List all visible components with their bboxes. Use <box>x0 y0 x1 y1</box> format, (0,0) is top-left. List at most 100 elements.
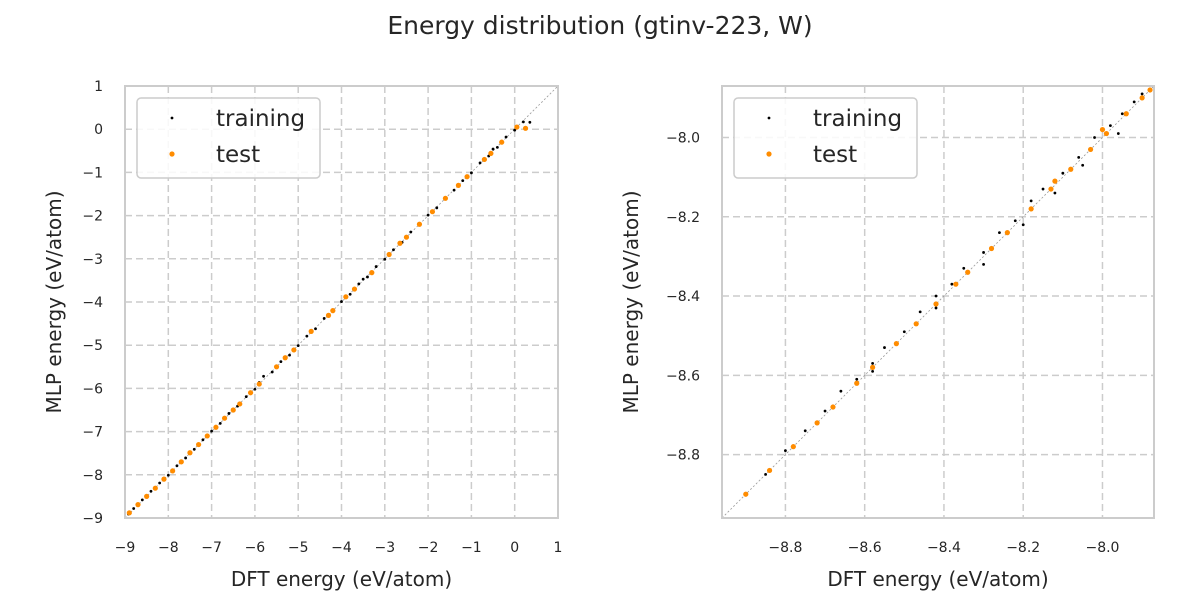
training-point <box>998 231 1001 235</box>
test-point <box>870 364 876 370</box>
training-point <box>149 489 153 493</box>
test-point <box>386 251 392 258</box>
test-point <box>196 441 202 448</box>
training-point <box>374 265 378 268</box>
test-point <box>814 420 820 426</box>
test-point <box>913 321 919 327</box>
x-tick-label: −8.6 <box>848 540 882 556</box>
x-tick-label: −8.0 <box>1085 540 1119 556</box>
training-point <box>340 300 343 303</box>
test-point <box>766 467 773 474</box>
y-tick-label: −9 <box>82 511 103 527</box>
training-point <box>1013 219 1017 223</box>
training-point <box>296 344 300 348</box>
test-point <box>830 404 836 410</box>
test-point <box>369 270 375 276</box>
test-point <box>1068 166 1074 172</box>
training-point <box>140 498 144 502</box>
y-tick-label: −4 <box>82 295 103 311</box>
training-point <box>426 213 430 217</box>
test-point <box>291 347 297 353</box>
test-point <box>178 459 184 465</box>
training-point <box>192 447 196 451</box>
training-point <box>871 369 875 373</box>
training-point <box>521 120 525 124</box>
x-tick-label: −5 <box>288 540 309 556</box>
test-point <box>1147 87 1153 93</box>
training-point <box>322 317 326 320</box>
x-tick-label: −8 <box>158 540 179 556</box>
test-point <box>429 209 436 215</box>
training-point <box>452 188 456 192</box>
training-point <box>950 282 954 286</box>
training-point <box>210 429 214 433</box>
y-tick-label: 0 <box>94 122 103 138</box>
test-point <box>455 182 462 188</box>
series-test <box>126 124 529 516</box>
test-point <box>144 493 150 499</box>
training-point <box>1061 171 1065 175</box>
test-point <box>237 401 243 407</box>
panel-zoom-range: −8.8 −8.6 −8.4 −8.2 −8.0 −8.8 −8.6 −8.4 −8.2 −8.0… <box>619 85 1155 591</box>
y-tick-label: −5 <box>82 338 103 354</box>
y-tick-label: −8 <box>82 468 103 484</box>
test-point <box>152 485 158 491</box>
test-point <box>743 491 749 497</box>
legend-label-test: test <box>813 142 857 168</box>
test-point <box>282 355 288 361</box>
test-point <box>442 195 449 201</box>
test-point <box>1052 178 1058 184</box>
training-point <box>491 147 495 151</box>
series-test <box>743 87 1153 497</box>
x-tick-label: −3 <box>374 540 395 556</box>
training-point <box>201 438 205 442</box>
training-point <box>244 395 248 399</box>
test-point <box>161 476 167 482</box>
legend-label-training: training <box>216 106 305 132</box>
y-tick-label: −8.6 <box>666 368 700 384</box>
training-point <box>764 473 767 476</box>
y-tick-label: −6 <box>82 381 103 397</box>
training-point <box>1120 112 1124 116</box>
training-point <box>348 292 352 296</box>
training-point <box>504 135 508 139</box>
figure-title: Energy distribution (gtinv-223, W) <box>387 11 812 40</box>
legend-box <box>136 97 321 179</box>
test-point <box>204 433 210 439</box>
training-point <box>262 374 265 378</box>
test-point <box>1087 146 1094 153</box>
test-point <box>893 341 899 347</box>
training-point <box>962 266 966 270</box>
training-point <box>383 257 387 261</box>
legend-marker-test <box>169 151 175 157</box>
training-point <box>175 464 179 468</box>
legend-marker-training <box>767 116 771 120</box>
training-point <box>982 262 985 266</box>
test-point <box>499 139 505 145</box>
legend-label-test: test <box>216 142 260 168</box>
training-point <box>478 161 482 165</box>
test-point <box>965 269 971 275</box>
x-axis-label: DFT energy (eV/atom) <box>231 567 452 591</box>
x-tick-label: −2 <box>418 540 439 556</box>
test-point <box>1099 126 1106 133</box>
x-tick-label: −8.8 <box>768 540 802 556</box>
y-axis-label: MLP energy (eV/atom) <box>42 190 66 413</box>
test-point <box>135 502 141 508</box>
training-point <box>288 353 291 357</box>
training-point <box>823 409 827 413</box>
axes-frame <box>124 85 559 519</box>
training-point <box>314 327 317 331</box>
x-tick-label: −8.2 <box>1006 540 1040 556</box>
training-point <box>528 120 532 124</box>
training-point <box>132 507 136 510</box>
x-tick-label: −9 <box>115 540 136 556</box>
y-tick-label: −8.8 <box>666 448 700 464</box>
test-point <box>790 444 796 450</box>
training-point <box>366 275 369 279</box>
training-point <box>982 251 985 254</box>
test-point <box>488 150 494 156</box>
x-tick-label: −6 <box>245 540 266 556</box>
test-point <box>854 380 860 386</box>
